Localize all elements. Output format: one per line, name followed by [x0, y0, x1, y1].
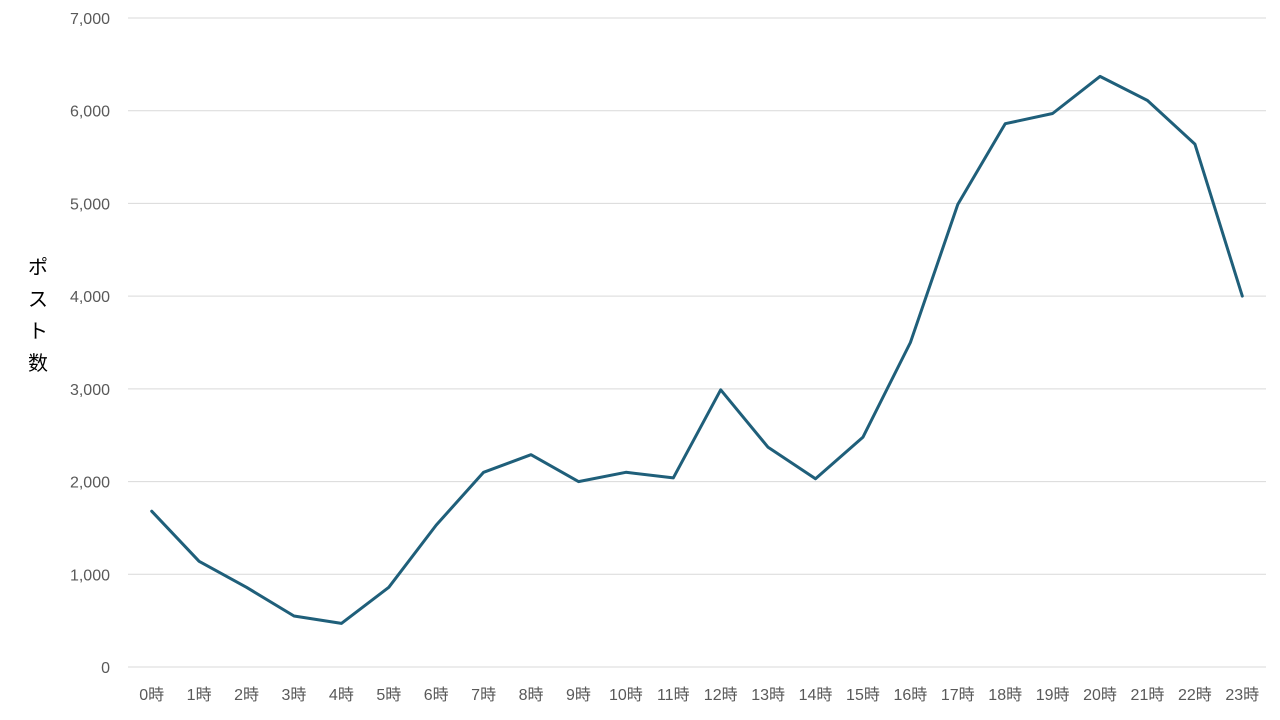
y-tick-label: 0 — [101, 660, 110, 677]
x-tick-label: 1時 — [187, 686, 212, 704]
x-tick-label: 18時 — [988, 686, 1022, 704]
y-tick-label: 4,000 — [70, 289, 110, 306]
x-tick-label: 4時 — [329, 686, 354, 704]
y-tick-label: 3,000 — [70, 382, 110, 399]
y-tick-label: 7,000 — [70, 11, 110, 28]
series-line — [150, 74, 1244, 625]
gridlines — [128, 17, 1266, 668]
x-tick-label: 9時 — [566, 686, 591, 704]
y-axis-label-char: 数 — [28, 351, 48, 375]
x-axis-ticks: 0時 1時 2時 3時 4時 5時 6時 7時 8時 9時 10時 11時 12時 13時 14時 15時 16… — [139, 686, 1259, 704]
x-tick-label: 2時 — [234, 686, 259, 704]
x-tick-label: 7時 — [471, 686, 496, 704]
y-axis-ticks: 0 1,000 2,000 3,000 4,000 5,000 6,000 7,000 — [70, 11, 110, 677]
y-tick-label: 5,000 — [70, 196, 110, 213]
x-tick-label: 12時 — [704, 686, 738, 704]
y-tick-label: 2,000 — [70, 475, 110, 492]
x-tick-label: 11時 — [657, 686, 690, 704]
x-tick-label: 0時 — [139, 686, 164, 704]
y-axis-label-char: ス — [28, 287, 48, 311]
x-tick-label: 21時 — [1131, 686, 1165, 704]
x-tick-label: 19時 — [1036, 686, 1070, 704]
x-tick-label: 15時 — [846, 686, 880, 704]
x-tick-label: 13時 — [751, 686, 785, 704]
x-tick-label: 10時 — [609, 686, 643, 704]
x-tick-label: 14時 — [799, 686, 833, 704]
x-tick-label: 16時 — [893, 686, 927, 704]
x-tick-label: 6時 — [424, 686, 449, 704]
x-tick-label: 8時 — [519, 686, 544, 704]
x-tick-label: 23時 — [1225, 686, 1259, 704]
y-axis-label-char: ポ — [28, 255, 48, 279]
x-tick-label: 3時 — [282, 686, 307, 704]
y-axis-label: ポスト数 — [28, 255, 48, 375]
y-tick-label: 1,000 — [70, 567, 110, 584]
x-tick-label: 5時 — [376, 686, 401, 704]
y-tick-label: 6,000 — [70, 104, 110, 121]
y-axis-title: ポスト数 — [28, 255, 48, 375]
x-tick-label: 22時 — [1178, 686, 1212, 704]
series-group — [150, 74, 1244, 625]
x-tick-label: 17時 — [941, 686, 975, 704]
y-axis-label-char: ト — [28, 319, 48, 343]
x-tick-label: 20時 — [1083, 686, 1117, 704]
